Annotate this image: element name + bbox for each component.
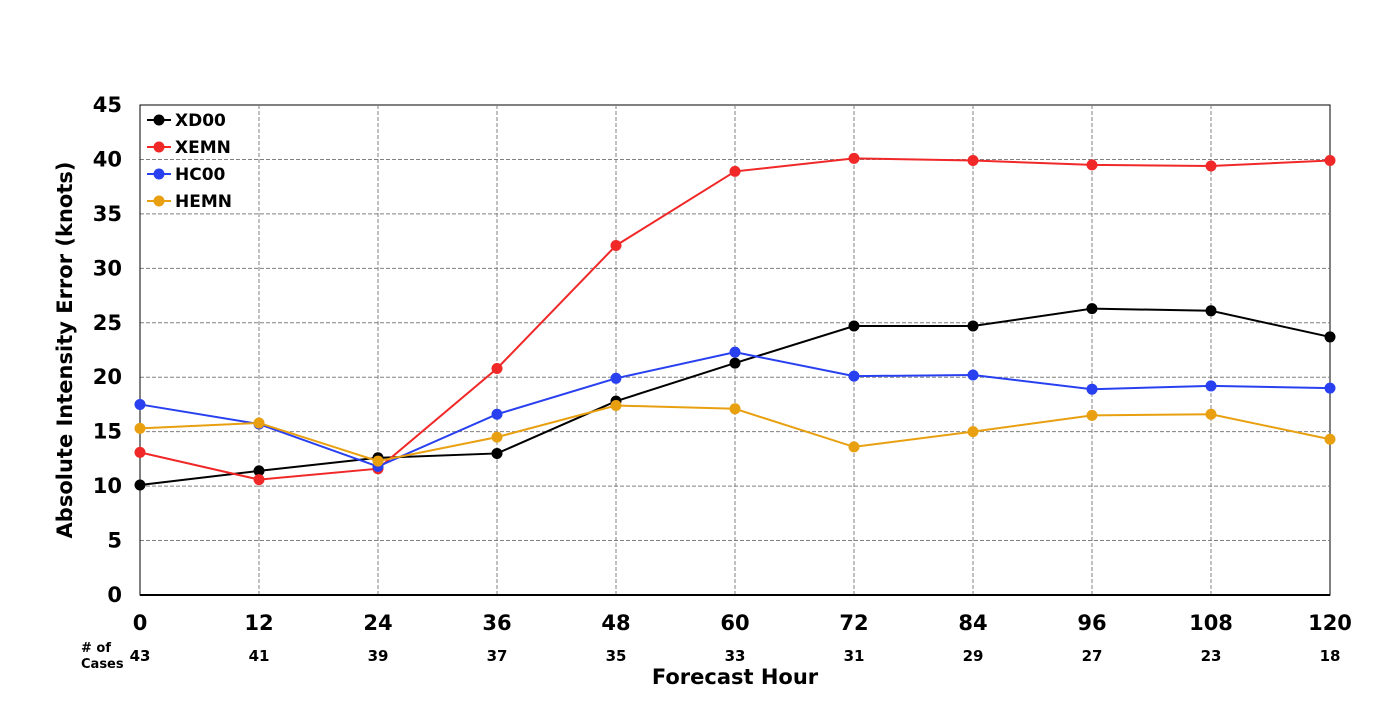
cases-count: 33	[725, 647, 746, 665]
x-tick-label: 120	[1308, 611, 1352, 635]
legend-marker	[153, 141, 165, 153]
y-tick-label: 40	[93, 147, 122, 171]
data-point	[610, 239, 622, 251]
x-tick-label: 96	[1077, 611, 1106, 635]
x-tick-label: 72	[839, 611, 868, 635]
data-point	[372, 455, 384, 467]
data-point	[729, 346, 741, 358]
legend-label: HEMN	[175, 192, 232, 212]
data-point	[729, 403, 741, 415]
series-hemn	[134, 400, 1336, 467]
data-point	[134, 446, 146, 458]
x-tick-label: 24	[363, 611, 392, 635]
data-point	[134, 422, 146, 434]
data-point	[967, 155, 979, 167]
data-point	[134, 398, 146, 410]
y-tick-labels: 0 5 10 15 20 25 30 35 40 45	[93, 93, 122, 607]
data-point	[1086, 159, 1098, 171]
data-point	[491, 363, 503, 375]
x-tick-label: 108	[1189, 611, 1233, 635]
legend-marker	[153, 168, 165, 180]
legend-marker	[153, 114, 165, 126]
x-tick-label: 0	[133, 611, 148, 635]
x-tick-labels: 0 12 24 36 48 60 72 84 96 108 120	[133, 611, 1352, 635]
cases-count: 41	[249, 647, 270, 665]
cases-count: 37	[487, 647, 508, 665]
x-tick-label: 12	[244, 611, 273, 635]
data-point	[848, 370, 860, 382]
data-point	[1205, 408, 1217, 420]
series-xemn	[134, 152, 1336, 486]
data-point	[1205, 305, 1217, 317]
legend: XD00 XEMN HC00 HEMN	[147, 111, 232, 212]
data-point	[610, 372, 622, 384]
y-tick-label: 15	[93, 420, 122, 444]
data-point	[1324, 155, 1336, 167]
y-tick-label: 35	[93, 202, 122, 226]
x-axis-title: Forecast Hour	[652, 665, 819, 689]
y-tick-label: 5	[107, 529, 122, 553]
x-tick-label: 84	[958, 611, 987, 635]
data-point	[967, 320, 979, 332]
data-point	[848, 441, 860, 453]
grid-layer	[139, 104, 1331, 596]
y-tick-label: 30	[93, 256, 122, 280]
y-tick-label: 10	[93, 474, 122, 498]
y-axis-title: Absolute Intensity Error (knots)	[53, 162, 77, 539]
cases-header-line1: # of	[81, 641, 111, 656]
data-point	[1324, 331, 1336, 343]
axes-layer	[139, 105, 1330, 596]
legend-item: XEMN	[147, 138, 231, 158]
legend-item: XD00	[147, 111, 226, 131]
legend-marker	[153, 195, 165, 207]
legend-label: XEMN	[175, 138, 231, 158]
data-point	[253, 474, 265, 486]
data-point	[1205, 160, 1217, 172]
data-point	[1086, 383, 1098, 395]
cases-row: # of Cases 43 41 39 37 35 33 31 29 27 23 18	[81, 641, 1340, 672]
cases-count: 43	[130, 647, 151, 665]
data-point	[253, 417, 265, 429]
data-point	[729, 165, 741, 177]
data-point	[134, 479, 146, 491]
y-tick-label: 45	[93, 93, 122, 117]
data-point	[1086, 303, 1098, 315]
cases-count: 31	[844, 647, 865, 665]
data-point	[1086, 409, 1098, 421]
y-tick-label: 0	[107, 583, 122, 607]
y-tick-label: 20	[93, 365, 122, 389]
data-point	[1324, 433, 1336, 445]
data-point	[848, 152, 860, 164]
cases-count: 23	[1201, 647, 1222, 665]
x-tick-label: 60	[720, 611, 749, 635]
x-tick-label: 36	[482, 611, 511, 635]
cases-count: 39	[368, 647, 389, 665]
cases-header-line2: Cases	[81, 657, 124, 672]
series-layer	[134, 152, 1336, 491]
data-point	[848, 320, 860, 332]
cases-count: 29	[963, 647, 984, 665]
cases-count: 18	[1320, 647, 1341, 665]
data-point	[1205, 380, 1217, 392]
cases-count: 35	[606, 647, 627, 665]
cases-count: 27	[1082, 647, 1103, 665]
legend-label: HC00	[175, 165, 226, 185]
y-tick-label: 25	[93, 311, 122, 335]
data-point	[491, 447, 503, 459]
data-point	[253, 465, 265, 477]
legend-label: XD00	[175, 111, 226, 131]
data-point	[729, 357, 741, 369]
legend-item: HC00	[147, 165, 226, 185]
data-point	[491, 431, 503, 443]
data-point	[967, 426, 979, 438]
series-hc00	[134, 346, 1336, 473]
data-point	[967, 369, 979, 381]
data-point	[610, 400, 622, 412]
x-tick-label: 48	[601, 611, 630, 635]
data-point	[491, 408, 503, 420]
data-point	[1324, 382, 1336, 394]
legend-item: HEMN	[147, 192, 232, 212]
